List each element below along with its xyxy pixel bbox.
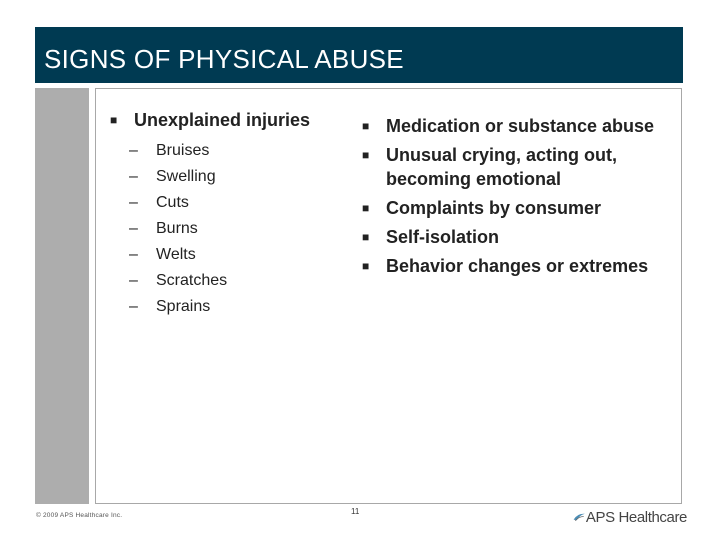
list-item: ■ Medication or substance abuse xyxy=(362,114,662,138)
list-item: – Burns xyxy=(110,216,360,242)
content-panel xyxy=(95,88,682,504)
list-item-label: Behavior changes or extremes xyxy=(386,256,649,276)
dash-bullet-icon: – xyxy=(129,142,138,159)
square-bullet-icon: ■ xyxy=(362,148,370,162)
title-bar: SIGNS OF PHYSICAL ABUSE xyxy=(35,27,683,83)
left-heading: Unexplained injuries xyxy=(134,110,311,130)
list-item-label: Self-isolation xyxy=(386,227,500,247)
list-item: – Cuts xyxy=(110,190,360,216)
left-column: ■ Unexplained injuries – Bruises – Swellin… xyxy=(110,108,360,320)
list-item-label: Sprains xyxy=(156,298,211,315)
injury-list: – Bruises – Swelling – Cuts – Burns – Welts –… xyxy=(110,138,360,320)
list-item-label: Cuts xyxy=(156,194,189,211)
list-item-label: Unusual crying, acting out, becoming emo… xyxy=(386,145,618,189)
square-bullet-icon: ■ xyxy=(110,113,118,127)
dash-bullet-icon: – xyxy=(129,246,138,263)
dash-bullet-icon: – xyxy=(129,194,138,211)
list-item-label: Welts xyxy=(156,246,196,263)
square-bullet-icon: ■ xyxy=(362,201,370,215)
list-item: ■ Complaints by consumer xyxy=(362,196,662,220)
left-heading-row: ■ Unexplained injuries xyxy=(110,108,360,132)
logo-text: APS Healthcare xyxy=(585,508,688,526)
list-item-label: Complaints by consumer xyxy=(386,198,602,218)
list-item: ■ Self-isolation xyxy=(362,225,662,249)
square-bullet-icon: ■ xyxy=(362,230,370,244)
list-item-label: Bruises xyxy=(156,142,210,159)
list-item-label: Medication or substance abuse xyxy=(386,116,655,136)
slide-title: SIGNS OF PHYSICAL ABUSE xyxy=(44,44,404,74)
list-item: – Bruises xyxy=(110,138,360,164)
dash-bullet-icon: – xyxy=(129,298,138,315)
company-logo: APS Healthcare xyxy=(572,505,687,529)
list-item-label: Swelling xyxy=(156,168,216,185)
dash-bullet-icon: – xyxy=(129,272,138,289)
right-column: ■ Medication or substance abuse ■ Unusua… xyxy=(362,114,662,283)
list-item: ■ Behavior changes or extremes xyxy=(362,254,662,278)
list-item: – Sprains xyxy=(110,294,360,320)
footer-copyright: © 2009 APS Healthcare Inc. xyxy=(36,512,123,519)
page-number: 11 xyxy=(351,507,360,516)
list-item-label: Scratches xyxy=(156,272,228,289)
list-item: – Scratches xyxy=(110,268,360,294)
list-item-label: Burns xyxy=(156,220,198,237)
list-item: ■ Unusual crying, acting out, becoming e… xyxy=(362,143,662,191)
list-item: – Swelling xyxy=(110,164,360,190)
square-bullet-icon: ■ xyxy=(362,259,370,273)
left-accent-band xyxy=(35,88,89,504)
list-item: – Welts xyxy=(110,242,360,268)
aps-swoosh-icon xyxy=(573,513,585,521)
dash-bullet-icon: – xyxy=(129,220,138,237)
square-bullet-icon: ■ xyxy=(362,119,370,133)
dash-bullet-icon: – xyxy=(129,168,138,185)
